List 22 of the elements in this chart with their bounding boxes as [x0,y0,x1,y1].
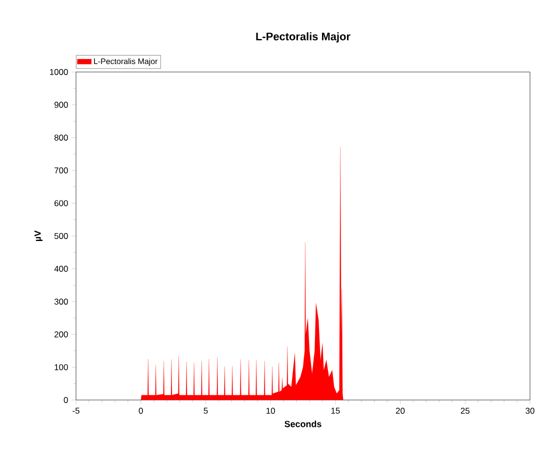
y-tick-label: 800 [54,134,68,141]
y-tick-label: 100 [54,364,68,370]
y-tick-label: 500 [54,233,68,239]
x-tick-label: -5 [72,408,80,414]
chart-title: L-Pectoralis Major [256,32,350,42]
y-tick-label: 0 [64,397,68,403]
x-tick-label: 20 [396,408,405,414]
x-axis-title: Seconds [284,420,322,428]
y-tick-label: 300 [54,298,68,305]
y-tick-label: 400 [54,266,68,272]
x-tick-label: 30 [526,408,534,414]
x-tick-label: 10 [266,408,275,414]
x-tick-label: 0 [138,408,143,414]
y-tick-label: 200 [54,331,68,338]
y-tick-label: 1000 [50,69,68,75]
x-tick-label: 15 [331,408,340,414]
x-tick-label: 5 [204,408,208,414]
y-tick-label: 600 [54,200,68,206]
y-axis-title: µV [34,230,43,241]
y-tick-label: 700 [54,167,68,174]
y-tick-label: 900 [54,102,68,108]
x-tick-label: 25 [460,408,470,414]
